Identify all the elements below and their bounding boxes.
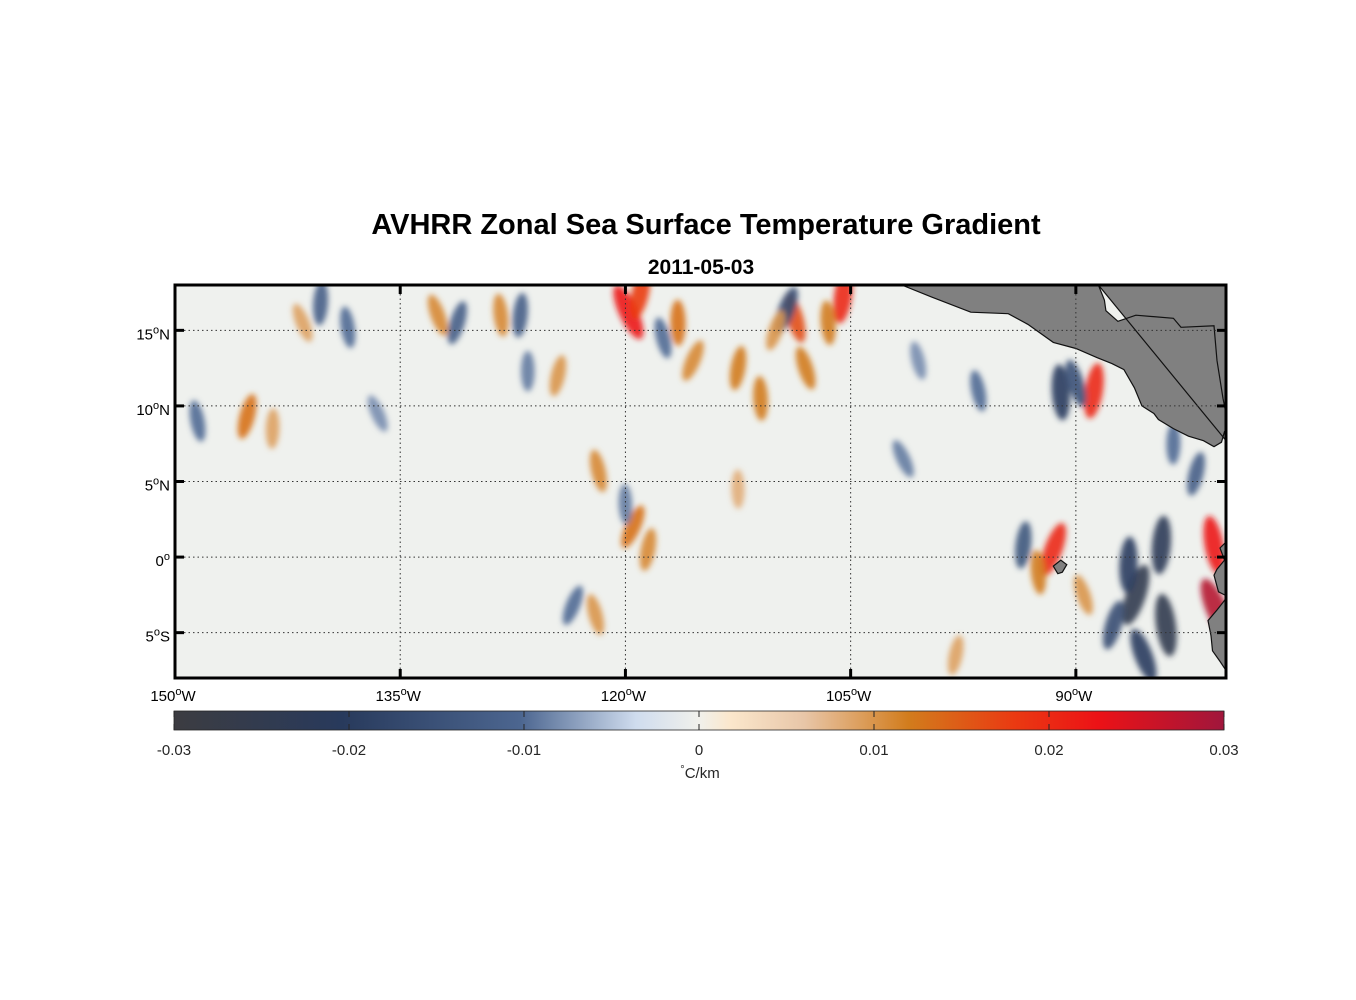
gradient-feature (753, 376, 769, 421)
gradient-feature (766, 310, 786, 351)
gradient-feature (1083, 363, 1104, 419)
gradient-feature (292, 303, 313, 342)
gradient-feature (189, 400, 206, 442)
chart-subtitle: 2011-05-03 (648, 256, 754, 279)
map-area (173, 283, 1228, 680)
land-layer (901, 285, 1226, 678)
gradient-feature (367, 395, 388, 432)
gradient-feature (427, 294, 448, 336)
gradient-feature (910, 341, 927, 380)
gradient-feature (1102, 600, 1124, 650)
colorbar-label-degree: ° (680, 764, 684, 776)
lat-tick-label: 0o (156, 551, 170, 570)
chart-title: AVHRR Zonal Sea Surface Temperature Grad… (371, 209, 1041, 241)
gradient-feature (795, 346, 816, 390)
gradient-feature (237, 394, 257, 439)
gradient-feature (1155, 593, 1177, 657)
colorbar: -0.03 -0.02 -0.01 0 0.01 0.02 0.03 °C/km (157, 710, 1239, 782)
colorbar-label-unit: C/km (685, 765, 720, 782)
land-central-america (901, 285, 1226, 448)
lat-tick-label: 5oN (145, 476, 170, 495)
gradient-feature (639, 528, 657, 571)
gradient-feature (1040, 523, 1067, 576)
lat-tick-labels: 15oN 10oN 5oN 0o 5oS (136, 324, 170, 645)
lat-tick-label: 15oN (136, 324, 170, 343)
land-south-america (1207, 541, 1226, 678)
gradient-feature (265, 408, 280, 449)
gradient-feature (618, 483, 633, 525)
colorbar-tick-label: 0.02 (1034, 742, 1063, 759)
gradient-feature (1151, 515, 1172, 575)
frame-ticks (173, 285, 1226, 678)
gradient-feature (613, 285, 644, 340)
lon-tick-label: 105oW (826, 686, 872, 705)
gradient-feature (512, 292, 529, 338)
gradient-feature (621, 505, 645, 549)
lat-tick-label: 10oN (136, 400, 170, 419)
gradient-feature (729, 346, 747, 391)
colorbar-tick-label: 0.01 (859, 742, 888, 759)
gradient-feature (1203, 516, 1225, 574)
gradient-feature (1119, 536, 1138, 593)
gradient-feature (1187, 452, 1205, 496)
gradient-feature (1051, 364, 1070, 421)
gradient-feature (1166, 422, 1181, 465)
lon-tick-label: 90oW (1055, 686, 1093, 705)
colorbar-tick-label: -0.03 (157, 742, 191, 759)
gradient-feature (313, 285, 329, 326)
gradient-feature (521, 350, 535, 392)
gradient-feature (1065, 359, 1087, 407)
gradient-feature (892, 440, 914, 478)
gradient-feature (562, 585, 584, 626)
gradient-feature (682, 340, 704, 381)
gradient-feature (1122, 564, 1150, 626)
colorbar-ticks: -0.03 -0.02 -0.01 0 0.01 0.02 0.03 (157, 711, 1239, 759)
gradient-feature (947, 635, 964, 676)
colorbar-tick-label: -0.02 (332, 742, 366, 759)
colorbar-label: °C/km (680, 764, 719, 782)
gradient-feature (586, 594, 605, 635)
gradient-feature (1130, 628, 1157, 678)
gradient-feature (447, 301, 467, 345)
gradient-feature (833, 285, 853, 324)
lat-tick-label: 5oS (146, 627, 170, 646)
gradient-feature (340, 306, 356, 349)
gradient-feature (970, 370, 987, 412)
lon-tick-label: 135oW (376, 686, 422, 705)
gradient-feature (654, 317, 672, 359)
lon-tick-labels: 150oW 135oW 120oW 105oW 90oW (150, 686, 1093, 705)
gradient-feature (549, 355, 567, 397)
gradient-feature (493, 293, 509, 337)
gradient-feature (731, 469, 745, 509)
gradient-feature (1030, 549, 1047, 595)
gradient-feature (820, 300, 836, 346)
lon-tick-label: 150oW (150, 686, 196, 705)
colorbar-tick-label: 0 (695, 742, 703, 759)
colorbar-tick-label: -0.01 (507, 742, 541, 759)
gradient-feature (1015, 521, 1032, 569)
gradient-feature (1073, 574, 1093, 615)
gradient-feature (670, 299, 686, 346)
lon-tick-label: 120oW (601, 686, 647, 705)
gradient-feature (630, 285, 651, 319)
land-galapagos (1052, 559, 1068, 575)
gradient-field (189, 285, 1226, 678)
colorbar-tick-label: 0.03 (1209, 742, 1238, 759)
